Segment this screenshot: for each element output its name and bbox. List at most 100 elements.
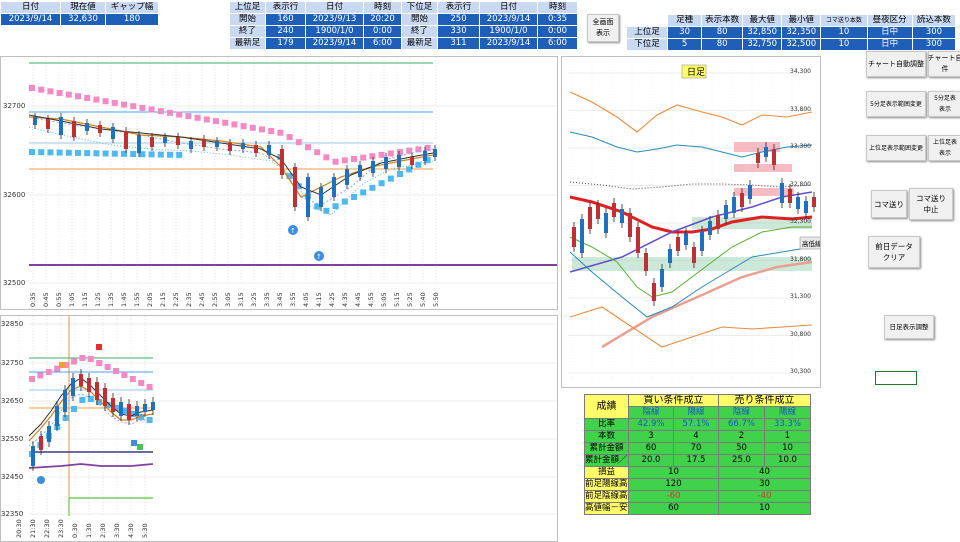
candle-body — [63, 390, 67, 412]
band-marker — [406, 147, 413, 154]
value-current-price: 32,630 — [60, 13, 106, 26]
bar-table-cell: 6:00 — [363, 37, 402, 50]
settings-cell[interactable]: 300 — [911, 38, 957, 51]
band-marker — [203, 116, 210, 123]
band-marker — [102, 150, 109, 157]
c1-y-label: 32500 — [3, 279, 26, 287]
band-marker — [360, 189, 367, 196]
bar-table-header: 表示行 — [437, 1, 480, 14]
chart-auto-adjust-button[interactable]: チャート自動調整 — [866, 51, 926, 77]
stats-cell: 25.0 — [718, 454, 765, 467]
c1-x-label: 0:45 — [42, 292, 50, 307]
candle-body — [254, 145, 258, 153]
band-marker — [415, 146, 422, 153]
settings-cell[interactable]: 日中 — [866, 26, 913, 39]
settings-cell[interactable]: 32,500 — [781, 38, 822, 51]
c1-x-label: 2:25 — [172, 292, 180, 307]
stats-row-label: 損益 — [584, 466, 629, 479]
bar-settings-table: 足種 表示本数 最大値 最小値 コマ送り本数 昼夜区分 読込本数 上位足 30 80 32,850… — [625, 14, 957, 51]
upper-display-button[interactable]: 上位足表 表示 — [928, 135, 960, 161]
c1-x-label: 5:15 — [393, 292, 401, 307]
c1-x-label: 1:55 — [133, 292, 141, 307]
m5-display-button[interactable]: 5分足表 表示 — [928, 91, 960, 117]
band-marker — [387, 150, 394, 157]
settings-cell[interactable]: 日中 — [866, 38, 913, 51]
band-marker — [146, 384, 153, 390]
candle-body — [176, 137, 180, 145]
clear-previous-day-button[interactable]: 前日データ クリア — [868, 236, 920, 268]
band-marker — [167, 151, 173, 158]
settings-header: 最大値 — [742, 14, 783, 27]
candle-body — [788, 189, 792, 203]
band-marker — [314, 149, 321, 156]
header-date: 日付 — [0, 1, 61, 14]
bar-table-cell: 最新足 — [401, 37, 438, 50]
c1-x-label: 4:05 — [302, 292, 310, 307]
cross-signal-icon — [137, 444, 143, 450]
settings-cell[interactable]: 32,850 — [742, 26, 783, 39]
band-marker — [113, 368, 119, 374]
bar-table-cell: 2023/9/14 — [479, 37, 538, 50]
chart-condition-button[interactable]: チャート自 件 — [928, 51, 960, 77]
c1-x-label: 5:25 — [406, 292, 414, 307]
band-marker — [323, 154, 330, 161]
candle-body — [796, 197, 800, 209]
candle-body — [241, 143, 245, 149]
settings-cell[interactable]: 32,750 — [742, 38, 783, 51]
selected-cell[interactable] — [875, 371, 917, 385]
band-marker — [71, 406, 77, 412]
c1-x-label: 0:35 — [29, 292, 37, 307]
buy-condition-title: 買い条件成立 — [628, 394, 719, 407]
settings-cell[interactable]: 80 — [701, 38, 744, 51]
candle-body — [47, 426, 51, 442]
band-marker — [406, 166, 413, 173]
value-date: 2023/9/14 — [0, 13, 61, 26]
m5-range-change-button[interactable]: 5分足表示範囲変更 — [866, 91, 926, 117]
c1-x-label: 1:15 — [81, 292, 89, 307]
c2-x-label: 23:30 — [57, 519, 65, 538]
c1-x-label: 4:45 — [354, 292, 362, 307]
fullscreen-button[interactable]: 全画面 表示 — [587, 14, 619, 42]
daily-y-label: 33,800 — [790, 105, 811, 113]
candle-body — [588, 207, 592, 229]
buy-signal-icon — [288, 225, 298, 235]
settings-cell[interactable]: 30 — [667, 26, 703, 39]
settings-header: コマ送り本数 — [820, 14, 868, 27]
band-marker — [268, 128, 275, 135]
band-marker — [56, 89, 63, 96]
candle-body — [215, 141, 219, 147]
header-gap-width: ギャップ幅 — [105, 1, 159, 14]
c1-x-label: 1:35 — [107, 292, 115, 307]
candle-body — [397, 155, 401, 167]
candle-body — [676, 237, 680, 251]
candle-body — [684, 233, 688, 245]
band-marker — [167, 109, 173, 116]
band-marker — [129, 376, 136, 382]
settings-cell[interactable]: 300 — [911, 26, 957, 39]
candle-body — [636, 227, 640, 253]
settings-cell[interactable]: 5 — [667, 38, 703, 51]
settings-cell[interactable]: 10 — [820, 26, 868, 39]
settings-cell[interactable]: 32,350 — [781, 26, 822, 39]
stats-cell: 42.9% — [628, 418, 674, 431]
candle-body — [95, 382, 99, 400]
daily-chart-svg: 日足 高低線 2 — [568, 61, 820, 382]
band-marker — [71, 358, 77, 365]
step-button[interactable]: コマ送り — [871, 190, 907, 218]
band-marker — [29, 85, 35, 91]
daily-display-adjust-button[interactable]: 日足表示調整 — [884, 315, 934, 339]
bar-table-cell: 最新足 — [229, 37, 266, 50]
band-marker — [157, 108, 164, 115]
candle-body — [756, 153, 760, 163]
step-stop-button[interactable]: コマ送り 中止 — [909, 188, 953, 220]
settings-header: 足種 — [667, 14, 703, 27]
band-marker — [351, 194, 357, 200]
stats-row-label: 前足陽線高値幅 — [584, 478, 629, 491]
upper-range-change-button[interactable]: 上位足表示範囲変更 — [866, 135, 926, 161]
band-marker — [378, 180, 385, 187]
settings-cell[interactable]: 80 — [701, 26, 744, 39]
bar-table-cell: 0:35 — [537, 13, 578, 26]
settings-cell[interactable]: 10 — [820, 38, 868, 51]
c1-x-label: 3:15 — [237, 292, 245, 307]
c1-x-label: 0:55 — [55, 292, 63, 307]
